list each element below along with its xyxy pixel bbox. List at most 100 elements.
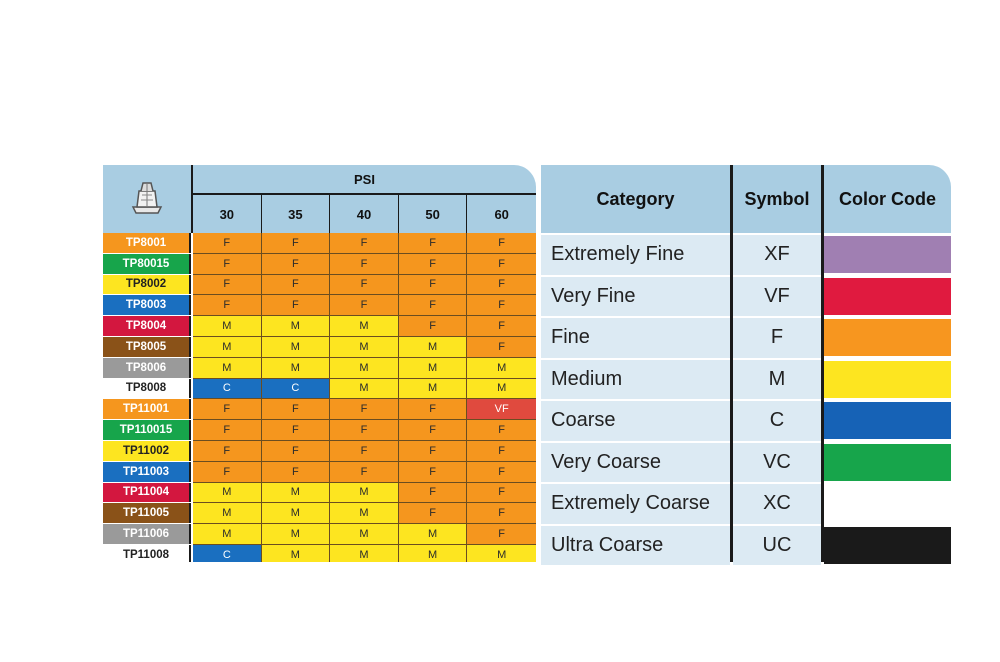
droplet-size-cell: F [398, 420, 468, 441]
nozzle-droplet-table: PSI 30 35 40 50 60 TP8001 F F F F F TP80015 F F F F F TP… [103, 165, 536, 562]
legend-category: Very Coarse [541, 442, 730, 482]
droplet-size-cell: F [398, 233, 468, 254]
nozzle-label: TP8005 [103, 336, 191, 357]
nozzle-label: TP110015 [103, 420, 191, 440]
legend-color-swatch [824, 319, 951, 356]
table-row: TP11006 M M M M F [103, 524, 536, 545]
legend-color-swatch [824, 443, 951, 481]
psi-column-header: 60 [467, 195, 536, 233]
droplet-size-cell: F [398, 503, 468, 525]
droplet-size-cell: F [467, 274, 536, 296]
droplet-size-cell: C [193, 544, 262, 562]
droplet-size-cell: M [193, 503, 262, 525]
droplet-size-cell: F [398, 440, 468, 462]
legend-symbol: F [733, 318, 821, 358]
droplet-size-cell: M [193, 482, 262, 504]
droplet-size-cell: F [261, 399, 331, 421]
table-row: TP8001 F F F F F [103, 233, 536, 254]
table-row: TP8005 M M M M F [103, 336, 536, 358]
droplet-size-cell: M [467, 544, 536, 562]
droplet-size-cell: F [398, 295, 468, 317]
legend-color-swatch [824, 277, 951, 315]
legend-color-swatch [824, 526, 951, 564]
droplet-size-cell: M [398, 544, 468, 562]
droplet-size-cell: F [467, 503, 536, 525]
nozzle-label: TP11002 [103, 440, 191, 461]
droplet-size-cell: C [193, 378, 262, 400]
droplet-size-cell: M [193, 357, 262, 379]
droplet-size-cell: F [467, 295, 536, 317]
droplet-size-cell: F [467, 233, 536, 254]
droplet-size-cell: M [193, 524, 262, 545]
droplet-size-cell: M [398, 357, 468, 379]
droplet-size-cell: F [330, 233, 399, 254]
legend-symbol: M [733, 359, 821, 399]
legend-color-swatch [824, 360, 951, 398]
legend-symbol: XC [733, 484, 821, 524]
nozzle-label: TP8004 [103, 316, 191, 336]
droplet-size-cell: F [330, 420, 399, 441]
droplet-size-cell: M [261, 316, 331, 337]
droplet-size-cell: M [261, 336, 331, 358]
droplet-size-cell: F [467, 524, 536, 545]
table-row: TP11008 C M M M M [103, 544, 536, 562]
droplet-size-cell: M [467, 357, 536, 379]
legend-category: Ultra Coarse [541, 525, 730, 565]
droplet-legend: Category Symbol Color Code Extremely Fin… [541, 165, 951, 565]
table-body: TP8001 F F F F F TP80015 F F F F F TP8002 F F F F F TP8003… [103, 233, 536, 562]
divider [730, 165, 733, 562]
droplet-size-cell: F [193, 399, 262, 421]
droplet-size-cell: C [261, 378, 331, 400]
droplet-size-cell: F [193, 233, 262, 254]
nozzle-label: TP11001 [103, 399, 191, 420]
droplet-size-cell: F [467, 316, 536, 337]
droplet-size-cell: F [330, 440, 399, 462]
droplet-size-cell: M [261, 524, 331, 545]
droplet-size-cell: F [467, 461, 536, 483]
psi-column-header: 35 [261, 195, 331, 233]
droplet-size-cell: M [261, 503, 331, 525]
table-row: TP11005 M M M F F [103, 503, 536, 525]
legend-category: Extremely Fine [541, 235, 730, 275]
nozzle-label: TP11005 [103, 503, 191, 524]
droplet-size-cell: M [330, 544, 399, 562]
category-header: Category [541, 165, 730, 233]
legend-category: Coarse [541, 401, 730, 441]
droplet-size-cell: F [398, 253, 468, 275]
table-row: TP8002 F F F F F [103, 274, 536, 296]
droplet-size-cell: F [330, 399, 399, 421]
divider [821, 165, 824, 562]
droplet-size-cell: F [467, 420, 536, 441]
legend-symbol: VF [733, 276, 821, 316]
legend-symbol: XF [733, 235, 821, 275]
droplet-size-cell: M [330, 357, 399, 379]
legend-category: Medium [541, 359, 730, 399]
droplet-size-cell: F [261, 420, 331, 441]
table-row: TP8006 M M M M M [103, 357, 536, 379]
droplet-size-cell: F [398, 399, 468, 421]
spray-nozzle-icon [103, 165, 193, 233]
legend-category: Fine [541, 318, 730, 358]
nozzle-label: TP8008 [103, 378, 191, 399]
table-row: TP8008 C C M M M [103, 378, 536, 400]
legend-symbol: UC [733, 525, 821, 565]
psi-column-header: 50 [398, 195, 468, 233]
table-row: TP11004 M M M F F [103, 482, 536, 504]
droplet-size-cell: F [261, 440, 331, 462]
psi-column-header: 40 [330, 195, 399, 233]
droplet-size-cell: F [398, 274, 468, 296]
droplet-size-cell: M [193, 316, 262, 337]
table-row: TP11003 F F F F F [103, 461, 536, 483]
table-row: TP110015 F F F F F [103, 420, 536, 441]
nozzle-label: TP8001 [103, 233, 191, 253]
droplet-size-cell: M [261, 357, 331, 379]
droplet-size-cell: F [330, 295, 399, 317]
droplet-size-cell: F [330, 461, 399, 483]
droplet-size-cell: M [193, 336, 262, 358]
psi-title: PSI [193, 165, 536, 195]
droplet-size-cell: M [261, 482, 331, 504]
droplet-size-cell: VF [467, 399, 536, 421]
table-header: PSI 30 35 40 50 60 [103, 165, 536, 233]
nozzle-label: TP11003 [103, 461, 191, 482]
table-row: TP11002 F F F F F [103, 440, 536, 462]
